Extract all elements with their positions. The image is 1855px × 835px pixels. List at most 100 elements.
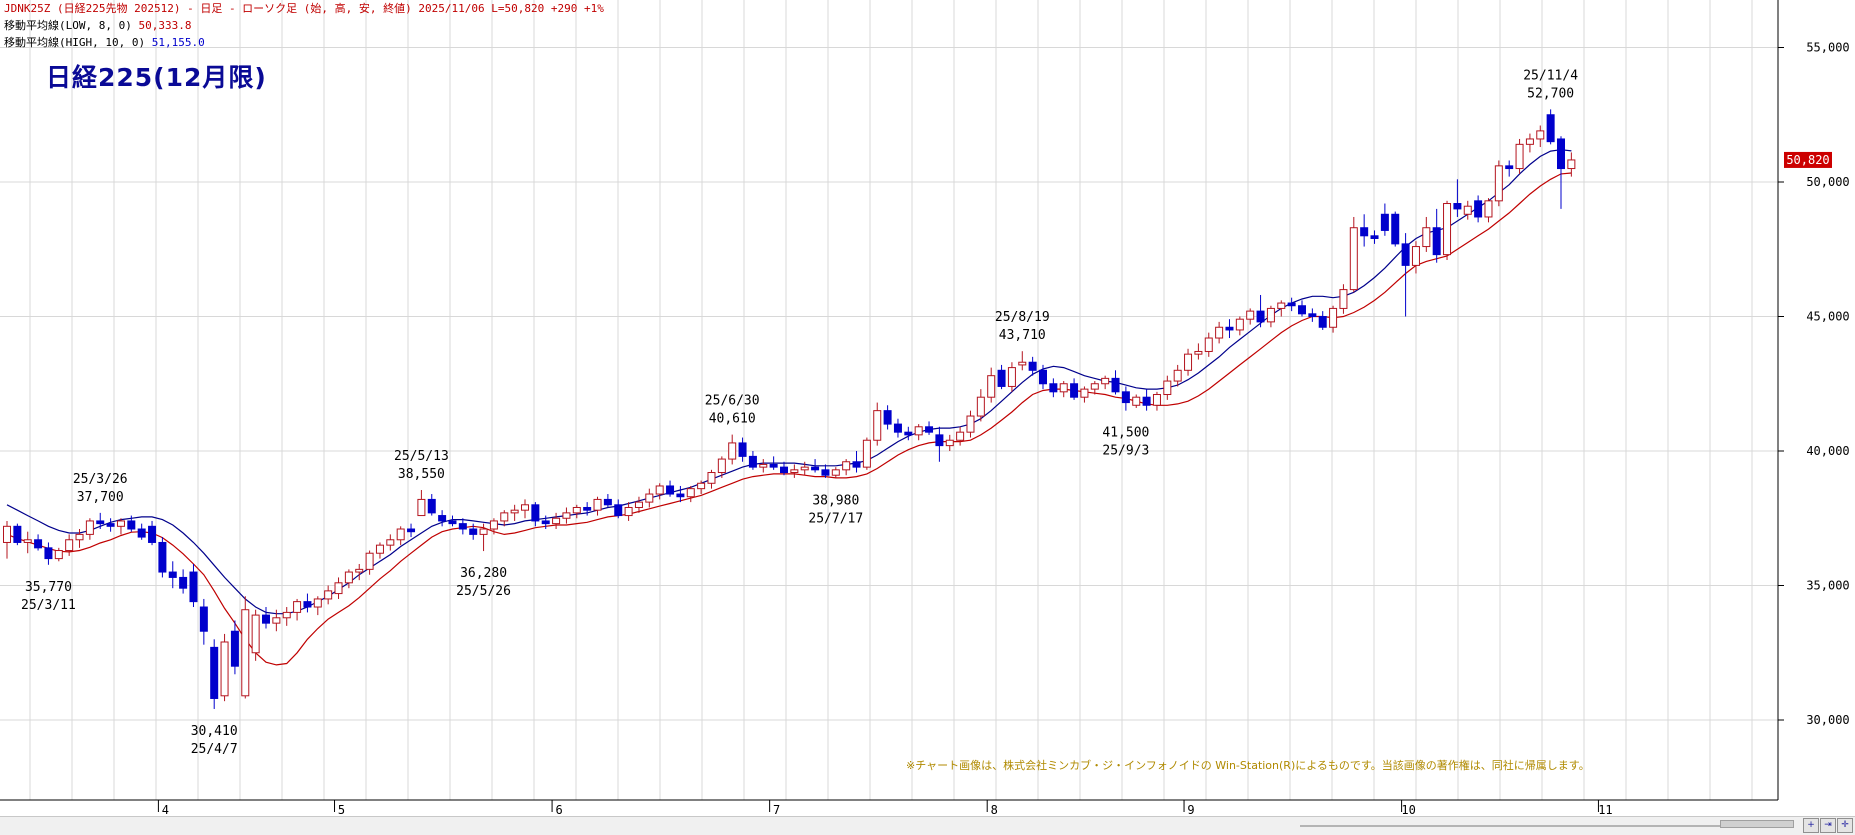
candle-42 (438, 515, 447, 522)
annotation-date-7: 25/8/19 (995, 310, 1050, 325)
candle-141 (1463, 205, 1472, 215)
scroll-track[interactable] (1300, 825, 1790, 827)
candle-110 (1142, 396, 1151, 406)
candle-104 (1080, 388, 1089, 398)
candle-102 (1059, 383, 1068, 393)
candle-21 (220, 641, 229, 697)
ma-high-value: 51,155.0 (151, 36, 205, 49)
candle-114 (1184, 353, 1193, 371)
annotation-price-0: 35,770 (25, 580, 72, 595)
scroll-thumb[interactable] (1720, 820, 1794, 828)
candle-53 (552, 517, 561, 525)
chart-header-symbol: JDNK25Z (日経225先物 202512) - 日足 - ローソク足 (始… (4, 2, 604, 15)
candle-84 (873, 410, 882, 441)
candle-118 (1225, 326, 1234, 331)
annotation-date-2: 25/4/7 (191, 742, 238, 757)
candle-100 (1039, 369, 1047, 385)
candle-90 (935, 434, 944, 447)
candle-24 (251, 614, 260, 654)
annotation-date-1: 25/3/26 (73, 472, 128, 487)
last-price-label: 50,820 (1786, 153, 1829, 167)
candle-28 (293, 601, 302, 613)
crosshair-icon[interactable]: ✛ (1837, 818, 1853, 833)
candle-4 (44, 547, 53, 560)
candle-151 (1567, 159, 1576, 170)
candle-39 (407, 528, 416, 533)
zoom-in-icon[interactable]: + (1803, 818, 1819, 833)
y-tick-label-45000: 45,000 (1806, 310, 1849, 324)
candle-149 (1546, 114, 1555, 143)
candle-116 (1204, 337, 1213, 352)
candle-62 (645, 493, 654, 503)
candle-77 (800, 466, 809, 471)
candle-83 (862, 439, 871, 468)
candle-50 (521, 504, 529, 511)
candle-65 (676, 493, 685, 498)
candle-103 (1070, 383, 1079, 398)
annotation-date-6: 25/7/17 (808, 511, 863, 526)
annotation-date-5: 25/6/30 (705, 394, 760, 409)
annotation-price-5: 40,610 (709, 412, 756, 427)
month-label-4: 4 (162, 803, 169, 816)
candle-130 (1349, 227, 1358, 291)
candle-60 (624, 506, 633, 517)
ma-high-legend: 移動平均線(HIGH, 10, 0) 51,155.0 (4, 36, 205, 50)
candle-56 (583, 506, 592, 511)
candle-139 (1443, 203, 1452, 256)
candle-138 (1432, 227, 1441, 256)
candle-85 (883, 410, 892, 425)
candle-45 (469, 528, 478, 535)
candle-94 (976, 396, 985, 417)
candle-8 (85, 520, 94, 535)
candle-48 (500, 512, 509, 522)
annotation-price-4: 36,280 (460, 566, 507, 581)
candle-20 (210, 646, 219, 699)
candle-41 (427, 498, 436, 514)
ma-low-value: 50,333.8 (138, 19, 192, 32)
candle-73 (759, 463, 768, 468)
candle-40 (417, 498, 426, 517)
candle-44 (458, 523, 467, 530)
candle-55 (572, 506, 581, 514)
scroll-end-icon[interactable]: ⇥ (1820, 818, 1836, 833)
candle-136 (1411, 246, 1420, 266)
y-tick-label-35000: 35,000 (1806, 579, 1849, 593)
candle-135 (1401, 243, 1410, 266)
candle-98 (1018, 361, 1027, 366)
candle-95 (987, 375, 996, 398)
candle-61 (634, 501, 643, 508)
candle-108 (1121, 391, 1130, 404)
candle-147 (1525, 138, 1534, 145)
candle-101 (1049, 383, 1058, 393)
candle-127 (1318, 316, 1327, 328)
candle-140 (1453, 203, 1462, 210)
candle-13 (137, 528, 146, 538)
candle-19 (199, 606, 208, 632)
candle-49 (510, 509, 519, 514)
candle-129 (1339, 289, 1348, 309)
ma-high-line (6, 149, 1572, 615)
candle-30 (313, 598, 322, 608)
annotation-date-4: 25/5/26 (456, 584, 511, 599)
candle-6 (65, 539, 74, 552)
candle-78 (811, 466, 820, 471)
candle-124 (1287, 302, 1296, 307)
candle-22 (230, 630, 239, 667)
y-tick-label-50000: 50,000 (1806, 175, 1849, 189)
candle-107 (1111, 377, 1120, 393)
candle-87 (904, 431, 913, 436)
candle-27 (282, 611, 291, 619)
candle-111 (1152, 394, 1161, 406)
candle-31 (324, 590, 333, 600)
bottom-scrollbar-area (0, 816, 1855, 835)
candle-145 (1505, 165, 1514, 170)
candle-89 (925, 426, 934, 433)
candle-68 (707, 472, 716, 484)
candle-1 (13, 525, 22, 543)
candle-150 (1557, 138, 1565, 170)
candle-97 (1007, 367, 1016, 387)
candle-12 (127, 520, 136, 530)
ma-high-label: 移動平均線(HIGH, 10, 0) (4, 36, 146, 49)
candle-109 (1132, 396, 1141, 406)
candle-18 (189, 571, 198, 603)
